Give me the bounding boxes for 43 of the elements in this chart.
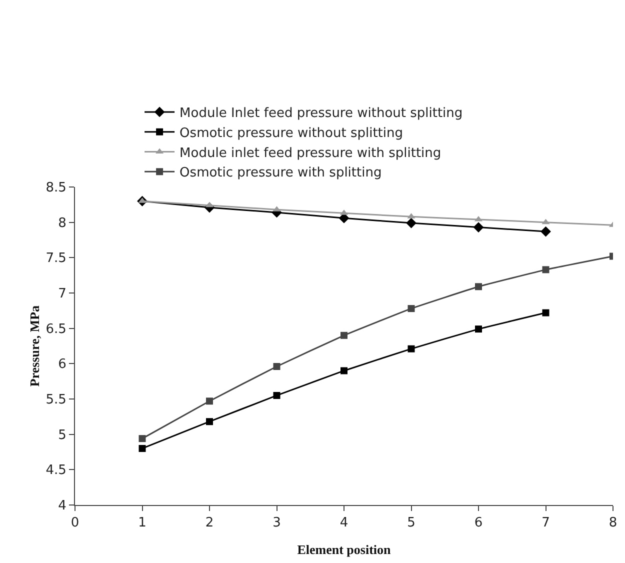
y-tick-label: 6.5 bbox=[46, 322, 66, 337]
point bbox=[542, 218, 550, 224]
x-tick-label: 0 bbox=[70, 516, 80, 531]
point bbox=[138, 435, 146, 442]
x-tick-label: 2 bbox=[205, 516, 214, 531]
x-tick-label: 5 bbox=[407, 516, 416, 531]
legend-label: Module Inlet feed pressure without splitting bbox=[180, 106, 463, 122]
y-tick-label: 4 bbox=[58, 498, 66, 514]
x-axis-title: Element position bbox=[297, 542, 392, 557]
point bbox=[206, 398, 213, 405]
y-axis-title: Pressure, MPa bbox=[27, 304, 42, 387]
point bbox=[408, 345, 415, 352]
x-tick-label: 6 bbox=[474, 516, 483, 531]
point bbox=[475, 283, 482, 290]
point bbox=[475, 326, 482, 333]
point bbox=[542, 309, 550, 316]
point bbox=[473, 222, 484, 232]
y-tick-label: 7 bbox=[58, 286, 66, 302]
point bbox=[273, 392, 280, 399]
point bbox=[542, 266, 550, 274]
y-tick-label: 5 bbox=[58, 428, 66, 443]
y-tick-label: 5.5 bbox=[46, 392, 66, 408]
x-tick-label: 3 bbox=[272, 516, 281, 531]
point bbox=[406, 218, 416, 228]
point bbox=[408, 305, 415, 312]
point bbox=[138, 444, 146, 452]
x-tick-label: 1 bbox=[138, 516, 146, 531]
point bbox=[273, 362, 280, 370]
y-tick-label: 6 bbox=[58, 357, 66, 372]
x-tick-label: 7 bbox=[542, 516, 550, 531]
y-tick-label: 8.5 bbox=[46, 180, 66, 196]
x-tick-label: 8 bbox=[608, 516, 618, 531]
y-tick-label: 8 bbox=[58, 216, 66, 231]
x-tick-label: 4 bbox=[340, 516, 348, 531]
legend-label: Osmotic pressure with splitting bbox=[180, 166, 382, 181]
legend-label: Module inlet feed pressure with splitting bbox=[180, 146, 442, 161]
point bbox=[340, 332, 348, 339]
point bbox=[340, 367, 348, 374]
y-tick-label: 4.5 bbox=[46, 463, 66, 478]
legend-label: Osmotic pressure without splitting bbox=[180, 126, 404, 141]
y-tick-label: 7.5 bbox=[46, 251, 66, 266]
point bbox=[206, 418, 213, 426]
point bbox=[540, 226, 551, 237]
